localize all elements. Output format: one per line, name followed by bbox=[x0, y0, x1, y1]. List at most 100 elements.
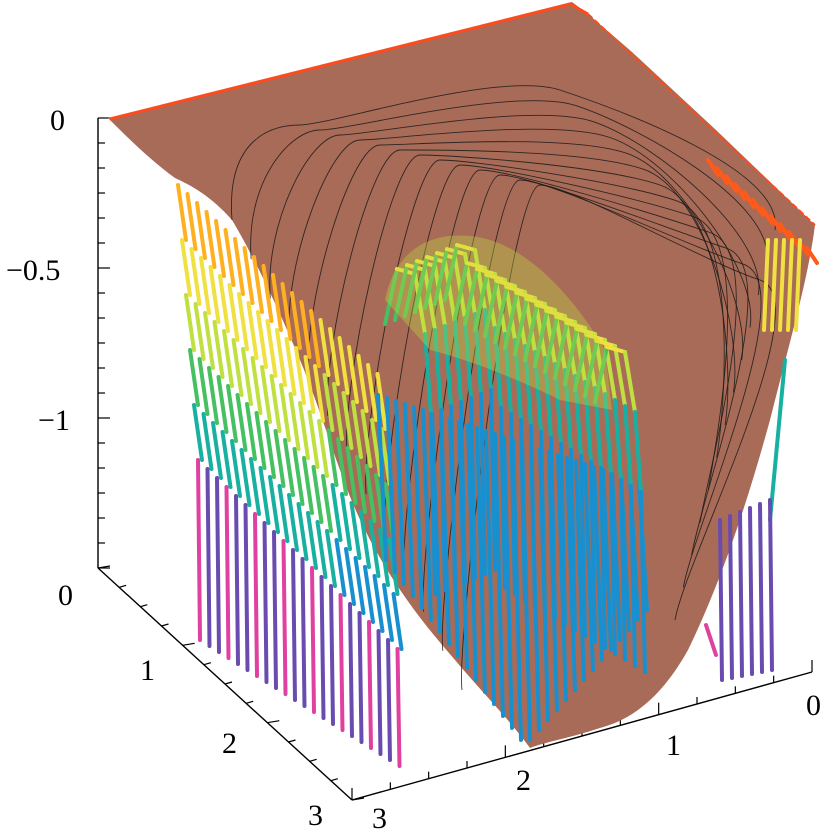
left-tick-label-2: 2 bbox=[222, 727, 237, 760]
left-cliff-stripe bbox=[287, 493, 299, 552]
left-axis-tick bbox=[140, 604, 148, 608]
left-cliff-stripe bbox=[283, 438, 295, 497]
left-cliff-stripe bbox=[349, 501, 362, 560]
left-cliff-stripe bbox=[205, 467, 212, 648]
left-cliff-stripe bbox=[268, 475, 280, 534]
left-cliff-stripe bbox=[271, 273, 283, 332]
left-cliff-stripe bbox=[386, 638, 392, 762]
contour-line bbox=[288, 128, 752, 338]
left-cliff-stripe bbox=[318, 318, 331, 377]
mound-stripe bbox=[429, 412, 437, 596]
right-edge-stripe bbox=[768, 358, 787, 522]
left-cliff-stripe bbox=[235, 393, 248, 452]
z-tick-label-neg-1: −1 bbox=[38, 404, 70, 437]
right-edge-stripe bbox=[794, 238, 802, 332]
mound-stripe bbox=[573, 333, 589, 392]
mound-stripe bbox=[413, 255, 429, 314]
left-cliff-stripe bbox=[359, 510, 371, 569]
left-cliff-stripe bbox=[348, 602, 354, 738]
front-wall-stripe bbox=[394, 399, 406, 586]
left-cliff-stripe bbox=[299, 300, 312, 359]
z-tick-label-neg-0-5: −0.5 bbox=[6, 254, 60, 287]
left-cliff-stripe bbox=[329, 584, 335, 726]
left-cliff-stripe bbox=[269, 374, 282, 433]
axis-ticks bbox=[97, 117, 813, 801]
right-edge-stripe bbox=[748, 506, 754, 676]
left-cliff-stripe bbox=[176, 183, 188, 242]
left-cliff-stripe bbox=[341, 391, 354, 450]
left-cliff-stripe bbox=[245, 402, 257, 461]
front-wall-stripe bbox=[412, 405, 424, 610]
colored-stripes bbox=[176, 158, 819, 768]
right-edge-stripe bbox=[751, 198, 765, 217]
mound-stripe bbox=[485, 273, 507, 282]
right-edge-stripe bbox=[758, 502, 764, 674]
left-cliff-stripe bbox=[325, 529, 337, 588]
left-cliff-stripe bbox=[290, 291, 302, 350]
contour-line bbox=[365, 159, 725, 495]
left-cliff-stripe bbox=[233, 237, 245, 296]
left-cliff-stripe bbox=[337, 336, 350, 395]
mound-stripe bbox=[459, 400, 467, 584]
left-axis-tick bbox=[224, 681, 233, 685]
mound-stripe bbox=[575, 327, 597, 336]
left-cliff-stripe bbox=[223, 228, 236, 287]
left-cliff-stripe bbox=[291, 548, 297, 702]
mound-stripe bbox=[533, 309, 549, 368]
contour-line bbox=[231, 85, 776, 231]
mound-stripe bbox=[503, 291, 519, 350]
right-edge-stripe bbox=[768, 498, 774, 672]
mound-stripe bbox=[623, 350, 637, 414]
mound-stripe bbox=[633, 410, 643, 494]
left-cliff-stripe bbox=[360, 409, 373, 468]
right-edge-stripe bbox=[769, 214, 783, 233]
left-cliff-stripe bbox=[275, 328, 287, 387]
contour-line bbox=[269, 114, 760, 299]
left-cliff-stripe bbox=[220, 430, 233, 489]
left-cliff-stripe bbox=[336, 437, 348, 496]
right-edge-stripe bbox=[787, 230, 801, 249]
mound-stripe bbox=[599, 466, 607, 650]
left-cliff-stripe bbox=[273, 429, 286, 488]
left-cliff-stripe bbox=[353, 556, 366, 615]
left-cliff-stripe bbox=[242, 246, 255, 305]
front-wall-stripe bbox=[466, 423, 478, 682]
left-cliff-stripe bbox=[253, 512, 259, 678]
contour-line bbox=[346, 154, 729, 456]
mound-stripe bbox=[455, 243, 477, 252]
front-wall-stripe bbox=[385, 396, 397, 574]
left-cliff-stripe bbox=[356, 354, 369, 413]
mound-stripe bbox=[383, 267, 399, 326]
mound-stripe bbox=[565, 321, 587, 330]
left-cliff-stripe bbox=[319, 575, 326, 720]
left-axis-tick bbox=[267, 720, 280, 724]
axes-group bbox=[97, 117, 813, 801]
left-cliff-stripe bbox=[246, 301, 259, 360]
right-edge-stripe bbox=[805, 246, 819, 265]
left-cliff-stripe bbox=[222, 329, 234, 388]
mound-stripe bbox=[433, 328, 443, 412]
left-cliff-stripe bbox=[239, 448, 252, 507]
left-cliff-stripe bbox=[313, 364, 325, 423]
front-wall-stripe bbox=[475, 426, 487, 694]
right-edge-stripe bbox=[778, 222, 792, 241]
left-cliff-stripe bbox=[258, 466, 271, 525]
left-axis-tick bbox=[203, 662, 211, 666]
mound-stripe bbox=[463, 267, 479, 326]
mound-stripe bbox=[423, 332, 433, 416]
left-cliff-stripe bbox=[307, 410, 320, 469]
front-wall-stripe bbox=[493, 432, 505, 718]
mound-stripe bbox=[519, 418, 527, 602]
left-axis-tick bbox=[161, 623, 169, 627]
left-cliff-stripe bbox=[226, 384, 238, 443]
left-cliff-stripe bbox=[193, 302, 206, 361]
front-wall-stripe bbox=[583, 462, 595, 672]
mound-stripe bbox=[623, 404, 633, 488]
mound-stripe bbox=[629, 484, 637, 668]
left-cliff-stripe bbox=[302, 456, 314, 515]
mound-stripe bbox=[449, 404, 457, 588]
left-cliff-stripe bbox=[272, 530, 278, 690]
left-cliff-stripe bbox=[284, 337, 297, 396]
right-edge-stripe bbox=[724, 174, 738, 193]
